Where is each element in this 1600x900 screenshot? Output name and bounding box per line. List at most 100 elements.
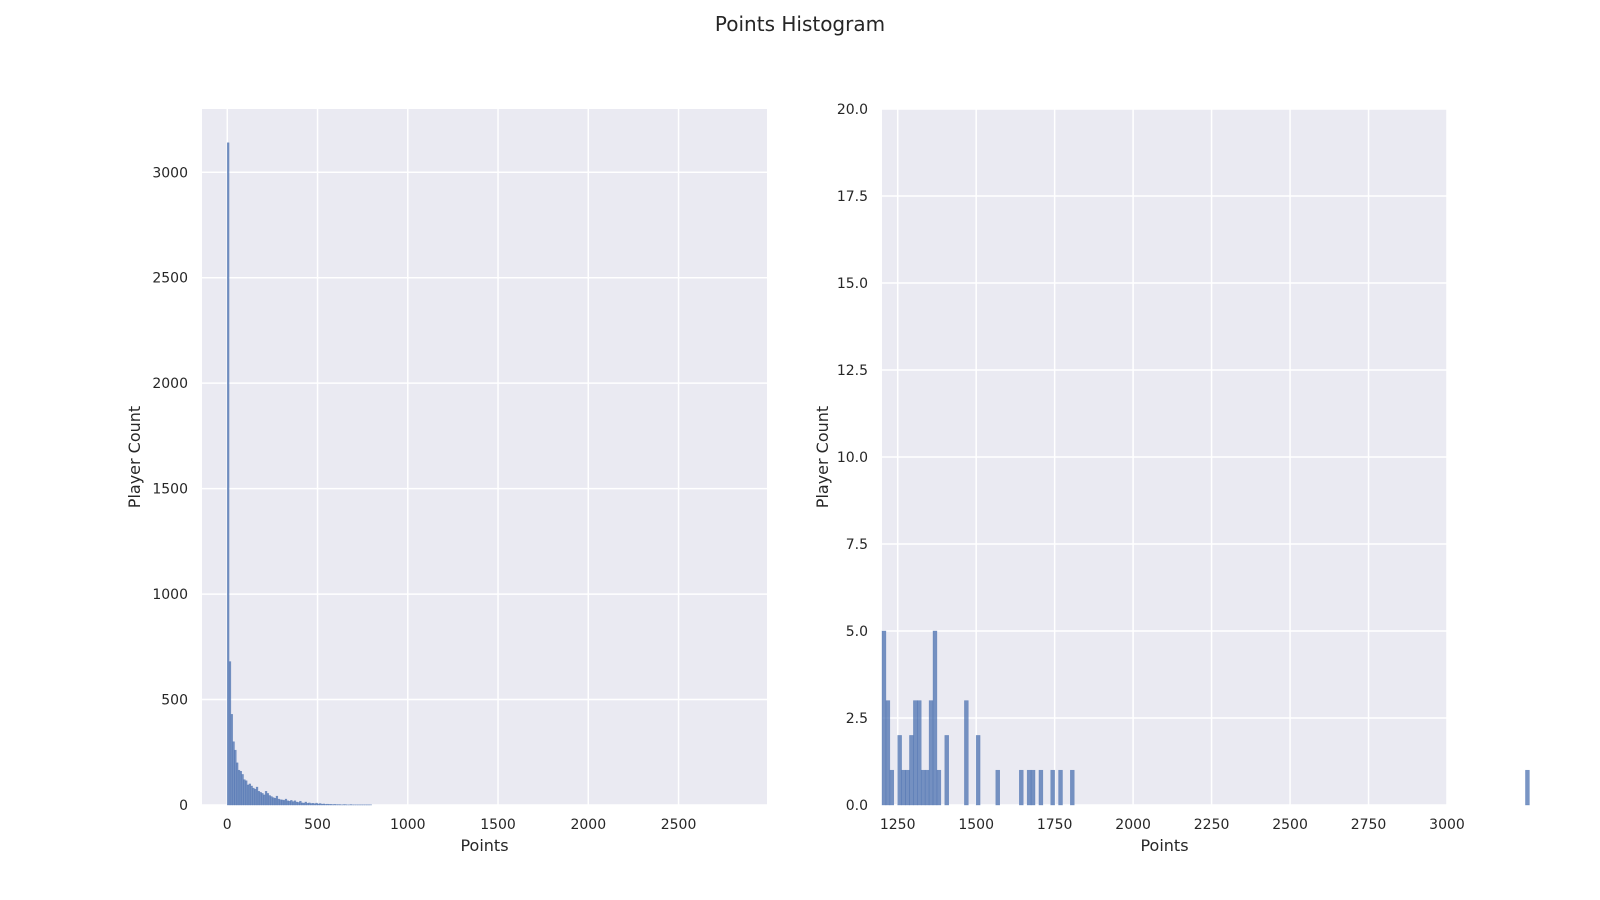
histogram-bar bbox=[245, 780, 248, 806]
histogram-bar bbox=[885, 700, 891, 806]
histogram-bar bbox=[308, 802, 311, 806]
y-axis-label: Player Count bbox=[125, 406, 144, 508]
histogram-bar bbox=[232, 741, 235, 806]
histogram-bar bbox=[254, 788, 257, 806]
histogram-bar bbox=[273, 798, 277, 806]
right-histogram: 1250 1500 1750 2000 2250 2500 2750 3000 0.0 2.5 5.… bbox=[813, 102, 1530, 855]
histogram-bar bbox=[964, 700, 969, 806]
histogram-bar bbox=[313, 803, 316, 806]
histogram-bar bbox=[326, 803, 329, 806]
histogram-bar bbox=[277, 798, 280, 806]
histogram-bar bbox=[301, 802, 304, 806]
y-tick-label: 17.5 bbox=[837, 189, 868, 205]
histogram-bar bbox=[275, 795, 279, 806]
histogram-bar bbox=[281, 799, 284, 806]
x-tick-label: 500 bbox=[304, 817, 331, 833]
histogram-bar bbox=[936, 769, 942, 806]
x-tick-label: 3000 bbox=[1429, 817, 1465, 833]
histogram-bar bbox=[234, 749, 237, 806]
x-tick-label: 1500 bbox=[480, 817, 516, 833]
histogram-bar bbox=[333, 804, 336, 806]
histogram-bar bbox=[286, 800, 289, 806]
figure-title: Points Histogram bbox=[714, 12, 886, 36]
histogram-bar bbox=[975, 735, 981, 806]
histogram-bar bbox=[932, 630, 938, 806]
histogram-bar bbox=[252, 787, 255, 806]
histogram-bar bbox=[241, 774, 244, 806]
histogram-bar bbox=[322, 803, 325, 806]
histogram-bar bbox=[270, 796, 273, 806]
histogram-bar bbox=[264, 791, 268, 806]
histogram-bar bbox=[1058, 769, 1063, 806]
y-tick-label: 1000 bbox=[152, 587, 188, 603]
x-tick-label: 2750 bbox=[1351, 817, 1387, 833]
y-tick-label: 2500 bbox=[152, 271, 188, 287]
histogram-bar bbox=[246, 784, 250, 806]
plot-area bbox=[202, 109, 767, 805]
histogram-bar bbox=[227, 142, 230, 806]
histogram-bar bbox=[320, 803, 324, 806]
histogram-bar bbox=[236, 762, 239, 806]
x-tick-label: 2000 bbox=[1115, 817, 1151, 833]
histogram-bar bbox=[261, 793, 264, 806]
histogram-bar bbox=[311, 803, 315, 806]
histogram-bar bbox=[257, 791, 261, 806]
histogram-bar bbox=[282, 800, 286, 806]
histogram-bar bbox=[288, 800, 291, 806]
histogram-bar bbox=[913, 700, 918, 806]
y-tick-label: 1500 bbox=[152, 482, 188, 498]
y-tick-label: 12.5 bbox=[837, 363, 868, 379]
histogram-bar bbox=[924, 769, 930, 806]
histogram-bar bbox=[302, 802, 306, 806]
y-tick-label: 2.5 bbox=[846, 711, 868, 727]
y-tick-label: 10.0 bbox=[837, 450, 868, 466]
histogram-bar bbox=[299, 800, 302, 806]
histogram-bar bbox=[237, 769, 241, 806]
histogram-bar bbox=[1070, 769, 1075, 806]
histogram-bar bbox=[1026, 769, 1032, 806]
x-axis-label: Points bbox=[460, 836, 508, 855]
histogram-bar bbox=[292, 801, 295, 806]
x-tick-label: 0 bbox=[223, 817, 232, 833]
histogram-bar bbox=[905, 769, 910, 806]
histogram-bar bbox=[1038, 769, 1044, 806]
y-tick-label: 0 bbox=[179, 798, 188, 814]
y-tick-label: 7.5 bbox=[846, 537, 868, 553]
histogram-bar bbox=[324, 804, 327, 806]
histogram-bar bbox=[290, 800, 293, 806]
histogram-bar bbox=[259, 792, 262, 806]
histogram-bar bbox=[920, 769, 926, 806]
histogram-bar bbox=[928, 700, 934, 806]
histogram-bar bbox=[255, 786, 259, 806]
left-histogram: 0 500 1000 1500 2000 2500 0 500 1000 1500 2000 2500… bbox=[125, 109, 767, 855]
histogram-bar bbox=[266, 793, 270, 806]
histogram-bar bbox=[239, 771, 242, 806]
histogram-bar bbox=[897, 735, 902, 806]
histogram-bar bbox=[250, 785, 253, 806]
y-tick-label: 20.0 bbox=[837, 102, 868, 118]
x-tick-label: 1750 bbox=[1037, 817, 1073, 833]
histogram-bar bbox=[284, 798, 288, 806]
histogram-bar bbox=[310, 803, 313, 806]
histogram-bar bbox=[1030, 769, 1036, 806]
x-tick-label: 1250 bbox=[880, 817, 916, 833]
histogram-bar bbox=[230, 714, 233, 806]
histogram-bar bbox=[243, 779, 246, 806]
y-axis-label: Player Count bbox=[813, 406, 832, 508]
histogram-bar bbox=[901, 769, 906, 806]
histogram-bar bbox=[293, 800, 297, 806]
histogram-bar bbox=[1050, 769, 1055, 806]
y-tick-label: 2000 bbox=[152, 376, 188, 392]
histogram-bar bbox=[329, 804, 333, 806]
y-tick-label: 5.0 bbox=[846, 624, 868, 640]
histogram-bar bbox=[297, 802, 300, 806]
histogram-bar bbox=[304, 801, 307, 806]
histogram-bar bbox=[263, 794, 266, 806]
histogram-bar bbox=[328, 804, 331, 806]
y-tick-label: 3000 bbox=[152, 165, 188, 181]
x-tick-label: 2500 bbox=[1272, 817, 1308, 833]
histogram-bar bbox=[1019, 769, 1024, 806]
y-tick-label: 0.0 bbox=[846, 798, 868, 814]
histogram-bar bbox=[881, 630, 887, 806]
